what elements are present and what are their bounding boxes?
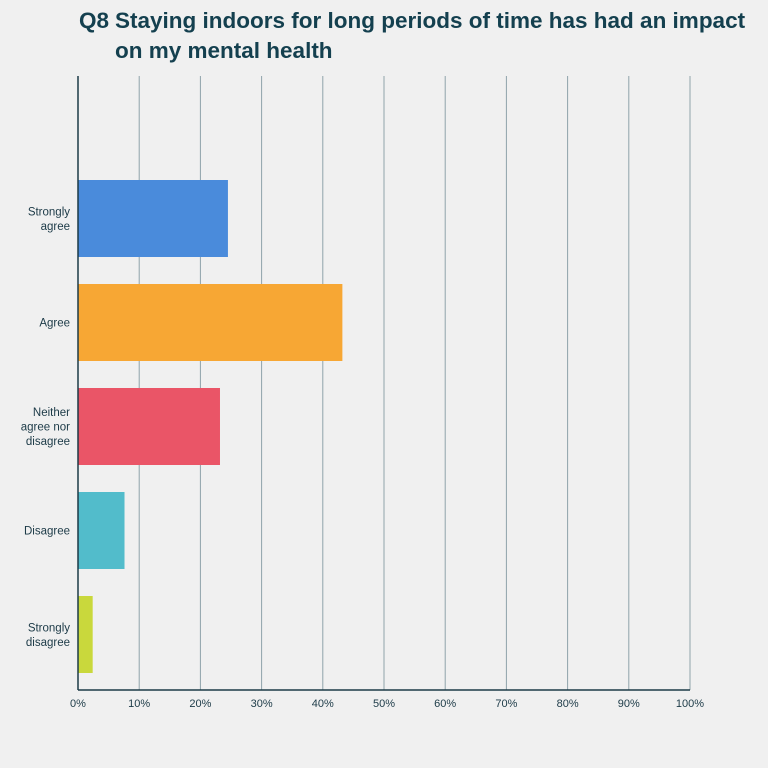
x-tick-label: 10% bbox=[128, 698, 150, 710]
x-tick-label: 70% bbox=[495, 698, 517, 710]
x-tick-label: 50% bbox=[373, 698, 395, 710]
bar bbox=[78, 284, 343, 361]
category-label: agree bbox=[41, 221, 70, 233]
category-label: disagree bbox=[26, 436, 70, 448]
chart-title: Q8 Staying indoors for long periods of t… bbox=[79, 6, 749, 66]
category-label: Strongly bbox=[28, 622, 70, 634]
x-tick-label: 20% bbox=[189, 698, 211, 710]
x-tick-label: 90% bbox=[618, 698, 640, 710]
x-tick-label: 100% bbox=[676, 698, 704, 710]
bar bbox=[78, 180, 228, 257]
x-tick-label: 0% bbox=[70, 698, 86, 710]
x-tick-label: 30% bbox=[251, 698, 273, 710]
category-label: Agree bbox=[39, 318, 70, 330]
bar bbox=[78, 388, 220, 465]
bar bbox=[78, 596, 93, 673]
question-number: Q8 bbox=[79, 8, 110, 33]
x-tick-label: 40% bbox=[312, 698, 334, 710]
question-text: Staying indoors for long periods of time… bbox=[115, 8, 746, 63]
bar bbox=[78, 492, 125, 569]
x-tick-label: 80% bbox=[557, 698, 579, 710]
category-label: Neither bbox=[33, 407, 70, 419]
category-label: disagree bbox=[26, 637, 70, 649]
x-tick-label: 60% bbox=[434, 698, 456, 710]
category-label: Disagree bbox=[24, 526, 70, 538]
category-label: Strongly bbox=[28, 206, 70, 218]
category-label: agree nor bbox=[21, 422, 70, 434]
